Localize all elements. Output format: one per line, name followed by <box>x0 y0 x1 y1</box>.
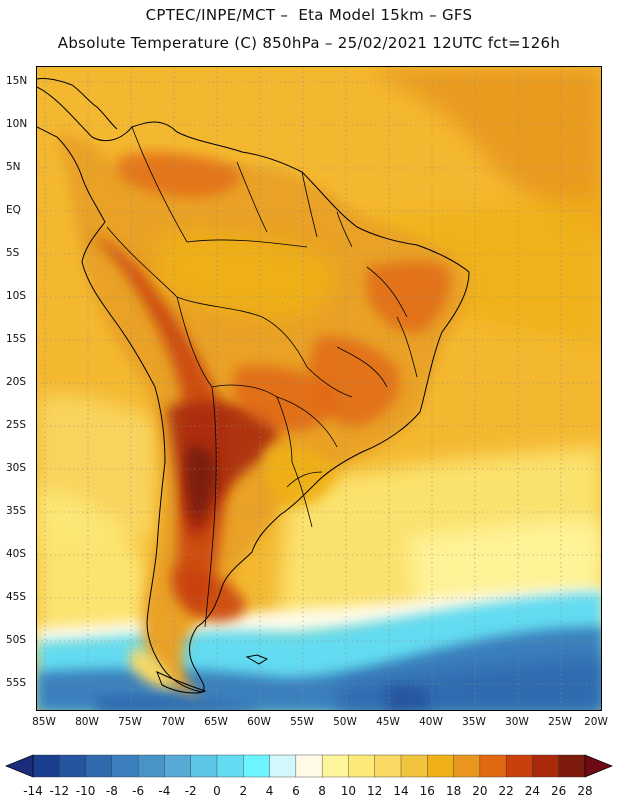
lat-label-10s: 10S <box>6 290 27 302</box>
colorbar-swatch-18 <box>505 754 533 778</box>
colorbar-low-arrow <box>5 754 34 778</box>
colorbar-label: 6 <box>292 784 300 798</box>
colorbar-swatch-20 <box>558 754 586 778</box>
country-borders <box>106 126 418 628</box>
colorbar-label: -10 <box>75 784 96 798</box>
colorbar-swatch-10 <box>295 754 323 778</box>
lat-label-55s: 55S <box>6 677 27 689</box>
colorbar-label: -6 <box>132 784 145 798</box>
venezuela-warm <box>117 151 240 197</box>
lon-label-65w: 65W <box>204 716 228 728</box>
tierra-del-fuego-cool <box>129 647 177 689</box>
lat-label-40s: 40S <box>6 548 27 560</box>
map-subtitle: Absolute Temperature (C) 850hPa – 25/02/… <box>57 34 561 52</box>
colorbar-label: 12 <box>367 784 383 798</box>
central-america-coast <box>37 78 118 130</box>
coldest-patch <box>387 685 432 710</box>
lat-label-45s: 45S <box>6 591 27 603</box>
lon-label-40w: 40W <box>419 716 443 728</box>
lat-label-20s: 20S <box>6 376 27 388</box>
falkland-islands <box>245 654 269 665</box>
colorbar-high-arrow <box>584 754 613 778</box>
colorbar-swatch-9 <box>269 754 297 778</box>
colorbar-swatch-2 <box>85 754 113 778</box>
lat-label-15s: 15S <box>6 333 27 345</box>
colorbar-swatch-7 <box>216 754 244 778</box>
colorbar-swatch-4 <box>137 754 165 778</box>
colorbar-swatch-16 <box>453 754 481 778</box>
lat-label-5n: 5N <box>6 161 21 173</box>
lat-label-5s: 5S <box>6 247 20 259</box>
colorbar-label: 22 <box>498 784 514 798</box>
colorbar-label: -14 <box>23 784 43 798</box>
lat-label-35s: 35S <box>6 505 27 517</box>
warm-atlantic-band <box>367 67 601 237</box>
colorbar-label: 28 <box>577 784 593 798</box>
colorbar-label: 4 <box>265 784 274 798</box>
colorbar-swatch-17 <box>479 754 507 778</box>
colorbar-swatch-8 <box>243 754 271 778</box>
temperature-map <box>36 66 602 711</box>
lon-label-80w: 80W <box>75 716 99 728</box>
colorbar-label: 18 <box>445 784 462 798</box>
lon-label-50w: 50W <box>333 716 357 728</box>
patagonia-hot <box>172 567 246 622</box>
lon-label-70w: 70W <box>161 716 185 728</box>
colorbar-label: -8 <box>105 784 118 798</box>
lon-label-75w: 75W <box>118 716 142 728</box>
colorbar-swatch-0 <box>32 754 60 778</box>
tierra-del-fuego-outline <box>156 671 207 694</box>
lon-label-20w: 20W <box>584 716 608 728</box>
lon-label-55w: 55W <box>290 716 314 728</box>
lon-label-60w: 60W <box>247 716 271 728</box>
coastline-south-america <box>37 86 470 693</box>
colorbar-label: 20 <box>472 784 488 798</box>
colorbar-swatch-13 <box>374 754 402 778</box>
lat-label-30s: 30S <box>6 462 27 474</box>
lat-label-25s: 25S <box>6 419 27 431</box>
colorbar-swatch-11 <box>321 754 349 778</box>
colorbar-swatch-5 <box>164 754 192 778</box>
lat-label-eq: EQ <box>6 204 21 216</box>
colorbar-swatch-12 <box>348 754 376 778</box>
colorbar-label: 16 <box>419 784 435 798</box>
colorbar-swatch-19 <box>532 754 560 778</box>
colorbar-label: 8 <box>318 784 326 798</box>
colorbar-swatch-6 <box>190 754 218 778</box>
colorbar <box>5 754 613 778</box>
hottest-core <box>186 446 216 522</box>
colorbar-label: -4 <box>158 784 171 798</box>
colorbar-label: 14 <box>393 784 409 798</box>
lon-label-25w: 25W <box>548 716 572 728</box>
lat-label-50s: 50S <box>6 634 27 646</box>
lon-label-85w: 85W <box>32 716 56 728</box>
pacific-lighter-region <box>37 487 147 637</box>
colorbar-label: -12 <box>49 784 70 798</box>
colorbar-label: -2 <box>184 784 197 798</box>
lon-label-45w: 45W <box>376 716 400 728</box>
colorbar-label: 24 <box>524 784 541 798</box>
northeast-brazil-warm <box>367 261 451 333</box>
colorbar-swatch-1 <box>59 754 87 778</box>
colorbar-swatch-15 <box>427 754 455 778</box>
colorbar-label: 2 <box>239 784 248 798</box>
map-title: CPTEC/INPE/MCT – Eta Model 15km – GFS <box>145 6 473 24</box>
colorbar-label: 26 <box>551 784 567 798</box>
colorbar-label: 10 <box>340 784 357 798</box>
colorbar-swatch-3 <box>111 754 139 778</box>
lon-label-35w: 35W <box>462 716 486 728</box>
colorbar-swatch-14 <box>400 754 428 778</box>
colorbar-label: 0 <box>213 784 221 798</box>
lat-label-15n: 15N <box>6 75 28 87</box>
lat-label-10n: 10N <box>6 118 28 130</box>
lon-label-30w: 30W <box>505 716 529 728</box>
